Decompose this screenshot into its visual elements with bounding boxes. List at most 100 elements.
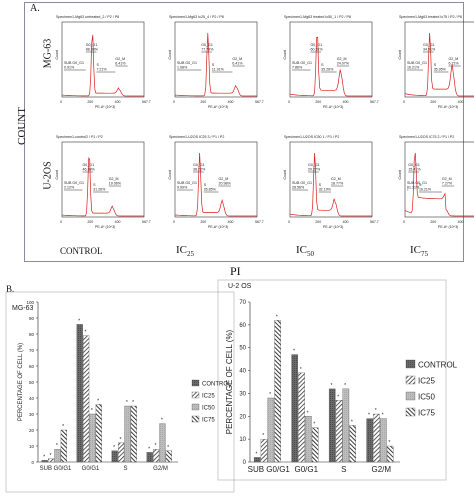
gate-percent: 16.21% — [407, 66, 420, 70]
hist-x-tick: 0 — [60, 100, 62, 104]
histogram-frame — [289, 21, 373, 98]
gate-percent: 34.51% — [423, 48, 436, 52]
bar-control — [111, 450, 118, 463]
hist-x-tick: 567.7 — [370, 220, 379, 224]
hist-x-tick: 200 — [200, 220, 206, 224]
bar-ic50 — [342, 388, 350, 463]
significance-mark: * — [382, 413, 384, 419]
gate-percent: 2.12% — [64, 186, 75, 190]
significance-mark: * — [255, 451, 257, 457]
significance-mark: * — [167, 445, 169, 451]
col-label-ic25: IC25 — [176, 244, 194, 259]
gate-name: G0_G1 — [86, 43, 98, 47]
gate-percent: 0.91% — [64, 66, 75, 70]
histogram-curve — [62, 157, 144, 217]
y-tick-label: 80 — [29, 332, 35, 337]
significance-mark: * — [78, 318, 80, 324]
hist-x-tick: 0 — [173, 220, 175, 224]
hist-x-label: PE-A* (10^3) — [208, 105, 228, 109]
significance-mark: * — [119, 437, 121, 443]
bar-ic50 — [380, 418, 387, 463]
hist-y-label: Count — [283, 170, 287, 179]
gate-percent: 38.22% — [193, 168, 206, 172]
bar-ic25 — [48, 458, 55, 463]
y-tick-label: 70 — [29, 348, 35, 353]
hist-x-tick: 400 — [228, 100, 234, 104]
legend-swatch — [191, 391, 200, 399]
gate-name: SUB G0_G1 — [177, 181, 197, 185]
y-tick-label: 20 — [239, 414, 246, 420]
legend-label: CONTROL — [418, 361, 458, 370]
hist-x-label: PE-A* (10^3) — [438, 225, 458, 229]
gate-name: G0_G1 — [193, 163, 205, 167]
bar-ic50 — [89, 413, 96, 463]
hist-x-tick: 200 — [87, 220, 93, 224]
significance-mark: * — [148, 446, 150, 452]
hist-x-tick: 400 — [343, 220, 349, 224]
hist-x-tick: 200 — [200, 100, 206, 104]
hist-x-tick: 0 — [403, 220, 405, 224]
histogram-frame — [404, 21, 474, 98]
legend-label: IC25 — [418, 377, 435, 386]
bar-ic50 — [267, 397, 275, 463]
hist-x-tick: 0 — [60, 220, 62, 224]
histogram-title: Specimen1-Mg63 untreated_2 / P2 / P8 — [56, 15, 119, 19]
significance-mark: * — [351, 419, 353, 425]
bar-ic75 — [349, 425, 356, 463]
histogram-2: Specimen1-Mg63 Ic25_4 / P2 / P8 G0_G177.7… — [168, 15, 264, 109]
histogram-curve — [174, 152, 257, 217]
hist-x-tick: 0 — [403, 100, 405, 104]
significance-mark: * — [313, 422, 315, 428]
bar-chart-1: MG-63 0 10 20 30 40 50 60 70 80 90 100 PERCENTAGE OF… — [5, 291, 235, 493]
gate-percent: 9.99% — [177, 186, 188, 190]
significance-mark: * — [375, 408, 377, 414]
gate-name: G0_G1 — [308, 163, 320, 167]
significance-mark: * — [293, 349, 295, 355]
x-tick-label: SUB G0/G1 — [248, 465, 291, 474]
bar-control — [76, 324, 83, 463]
histogram-8: Specimen1-U2OS IC75 2 / P1 / P2 G0_G115.4… — [398, 135, 474, 229]
hist-x-tick: 567.7 — [142, 220, 151, 224]
panel-a-frame — [24, 2, 464, 262]
y-tick-label: 0 — [243, 460, 247, 466]
significance-mark: * — [43, 454, 45, 460]
gate-name: G2_M — [337, 57, 347, 61]
hist-x-label: PE-A* (10^3) — [323, 105, 343, 109]
chart-title: MG-63 — [12, 305, 34, 312]
gate-percent: 19.06% — [109, 182, 122, 186]
y-tick-label: 10 — [29, 444, 35, 449]
hist-x-tick: 567.7 — [255, 100, 264, 104]
histogram-6: Specimen1-U2OS IC25 3 / P1 / P2 G0_G138.2… — [168, 135, 264, 229]
hist-x-tick: 400 — [458, 100, 464, 104]
gate-percent: 6.41% — [115, 62, 126, 66]
hist-x-label: PE-A* (10^3) — [95, 105, 115, 109]
histogram-curve — [175, 32, 257, 97]
gate-percent: 61.31% — [407, 186, 420, 190]
gate-name: SUB G0_G1 — [407, 61, 427, 65]
gate-name: S — [419, 183, 422, 187]
gate-percent: 1.08% — [177, 66, 188, 70]
histogram-title: Specimen1-U2OS IC75 2 / P1 / P2 — [399, 135, 454, 139]
significance-mark: * — [126, 400, 128, 406]
hist-y-label: Count — [168, 170, 172, 179]
gate-percent: 6.21% — [448, 62, 459, 66]
y-tick-label: 60 — [29, 364, 35, 369]
gate-percent: 15.41% — [408, 168, 421, 172]
gate-name: G2_M — [115, 57, 125, 61]
gate-name: S — [96, 63, 99, 67]
hist-x-tick: 400 — [458, 220, 464, 224]
significance-mark: * — [62, 424, 64, 430]
gate-name: G0_G1 — [311, 43, 323, 47]
y-tick-label: 20 — [29, 428, 35, 433]
gate-name: G2_M — [218, 177, 228, 181]
bar-ic25 — [83, 335, 90, 463]
gate-percent: 7.27% — [442, 182, 453, 186]
histogram-title: Specimen1-U2OS IC25 3 / P1 / P2 — [169, 135, 224, 139]
y-tick-label: 50 — [239, 346, 246, 352]
hist-x-tick: 200 — [315, 100, 321, 104]
hist-x-tick: 567.7 — [142, 100, 151, 104]
hist-y-label: Count — [398, 170, 402, 179]
bar-ic75 — [95, 404, 102, 463]
y-tick-label: 90 — [29, 316, 35, 321]
gate-percent: 77.79% — [201, 48, 214, 52]
